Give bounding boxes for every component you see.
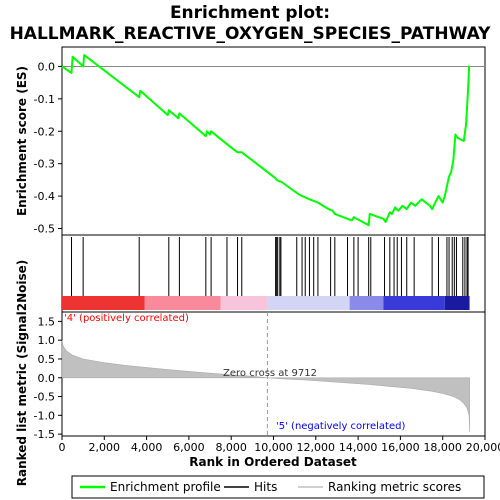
negative-correlation-label: '5' (negatively correlated) xyxy=(276,421,405,432)
ranked-y-axis-label: Ranked list metric (Signal2Noise) xyxy=(15,260,29,487)
ranked-y-tick-label: -0.5 xyxy=(34,391,55,404)
x-tick-label: 4,000 xyxy=(131,441,163,454)
color-bar-segment xyxy=(444,296,470,310)
color-bar-segment xyxy=(62,296,145,310)
ranked-y-tick-label: 1.0 xyxy=(38,334,56,347)
x-tick-label: 0 xyxy=(59,441,66,454)
es-y-axis-label: Enrichment score (ES) xyxy=(15,66,29,216)
enrichment-profile-line xyxy=(61,54,471,227)
es-y-tick-label: -0.5 xyxy=(34,223,55,236)
x-tick-label: 20,000 xyxy=(466,441,500,454)
x-tick-label: 12,000 xyxy=(297,441,336,454)
x-tick-label: 6,000 xyxy=(173,441,205,454)
zero-cross-label: Zero cross at 9712 xyxy=(223,368,317,379)
chart-title-line1: Enrichment plot: xyxy=(170,3,330,23)
es-y-tick-label: 0.0 xyxy=(38,60,56,73)
x-tick-label: 18,000 xyxy=(423,441,462,454)
legend-label-ranking: Ranking metric scores xyxy=(328,480,461,494)
positive-correlation-label: '4' (positively correlated) xyxy=(64,313,189,324)
x-tick-label: 2,000 xyxy=(89,441,121,454)
ranked-y-tick-label: 0.5 xyxy=(38,353,56,366)
ranked-y-tick-label: 1.5 xyxy=(38,315,56,328)
ranked-y-tick-label: -1.0 xyxy=(34,409,55,422)
ranked-y-tick-label: 0.0 xyxy=(38,372,56,385)
color-bar-segment xyxy=(267,296,350,310)
es-y-tick-label: -0.2 xyxy=(34,125,55,138)
x-axis-label: Rank in Ordered Dataset xyxy=(189,455,357,469)
x-tick-label: 14,000 xyxy=(339,441,378,454)
legend-label-hits: Hits xyxy=(254,480,277,494)
ranked-layer xyxy=(61,312,470,436)
legend-label-enrichment: Enrichment profile xyxy=(110,480,221,494)
legend-box xyxy=(71,475,485,499)
chart-title-line2: HALLMARK_REACTIVE_OXYGEN_SPECIES_PATHWAY xyxy=(10,24,492,44)
ranked-y-tick-label: -1.5 xyxy=(34,428,55,441)
es-y-tick-label: -0.1 xyxy=(34,93,55,106)
color-bar-segment xyxy=(383,296,445,310)
es-y-tick-label: -0.3 xyxy=(34,158,55,171)
color-bar-layer xyxy=(62,296,470,310)
x-tick-label: 8,000 xyxy=(215,441,247,454)
x-tick-label: 10,000 xyxy=(254,441,293,454)
axes-layer: 0.0 -0.1 -0.2 -0.3 -0.4 -0.5 1.5 1.0 0.5 0.0 -0.5 -… xyxy=(34,60,500,454)
color-bar-segment xyxy=(220,296,268,310)
ranking-metric-area xyxy=(61,340,470,433)
es-panel-frame xyxy=(61,46,486,236)
hits-layer xyxy=(71,237,469,296)
x-tick-label: 16,000 xyxy=(381,441,420,454)
es-y-tick-label: -0.4 xyxy=(34,190,55,203)
color-bar-segment xyxy=(349,296,384,310)
es-layer xyxy=(61,54,485,227)
color-bar-segment xyxy=(144,296,221,310)
